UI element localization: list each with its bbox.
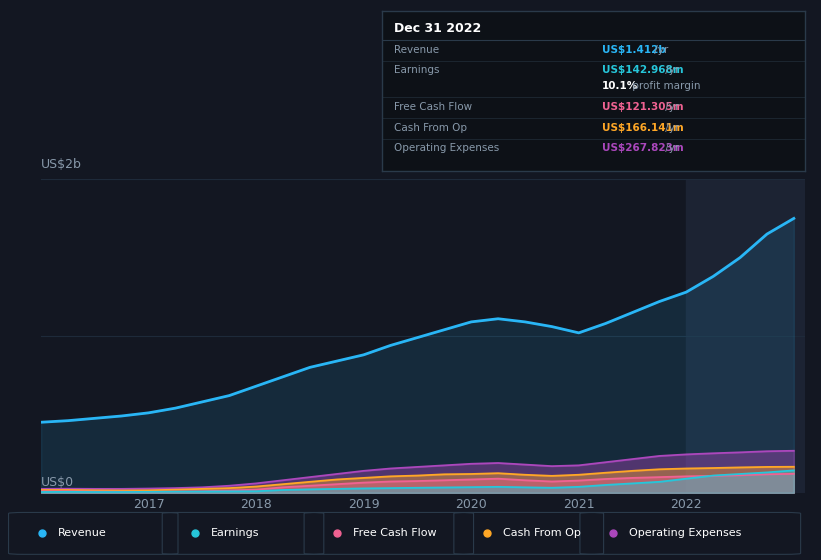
Text: US$121.305m: US$121.305m (602, 102, 683, 112)
Text: US$1.412b: US$1.412b (602, 44, 666, 54)
Text: US$2b: US$2b (41, 158, 82, 171)
Text: profit margin: profit margin (629, 81, 700, 91)
Text: Earnings: Earnings (394, 66, 440, 75)
Text: Operating Expenses: Operating Expenses (394, 143, 500, 153)
Text: Free Cash Flow: Free Cash Flow (394, 102, 473, 112)
Text: Revenue: Revenue (57, 529, 106, 538)
Text: /yr: /yr (662, 143, 679, 153)
Text: Revenue: Revenue (394, 44, 439, 54)
Text: /yr: /yr (651, 44, 668, 54)
Text: Cash From Op: Cash From Op (502, 529, 580, 538)
Text: Free Cash Flow: Free Cash Flow (353, 529, 437, 538)
Text: Cash From Op: Cash From Op (394, 123, 467, 133)
Text: US$0: US$0 (41, 476, 74, 489)
Bar (686, 179, 805, 493)
Text: Earnings: Earnings (211, 529, 259, 538)
Text: 10.1%: 10.1% (602, 81, 638, 91)
Text: US$267.823m: US$267.823m (602, 143, 683, 153)
Text: /yr: /yr (662, 102, 679, 112)
Text: US$166.141m: US$166.141m (602, 123, 683, 133)
Text: /yr: /yr (662, 123, 679, 133)
Text: Dec 31 2022: Dec 31 2022 (394, 22, 482, 35)
Text: Operating Expenses: Operating Expenses (629, 529, 741, 538)
Text: /yr: /yr (662, 66, 679, 75)
Text: US$142.968m: US$142.968m (602, 66, 683, 75)
